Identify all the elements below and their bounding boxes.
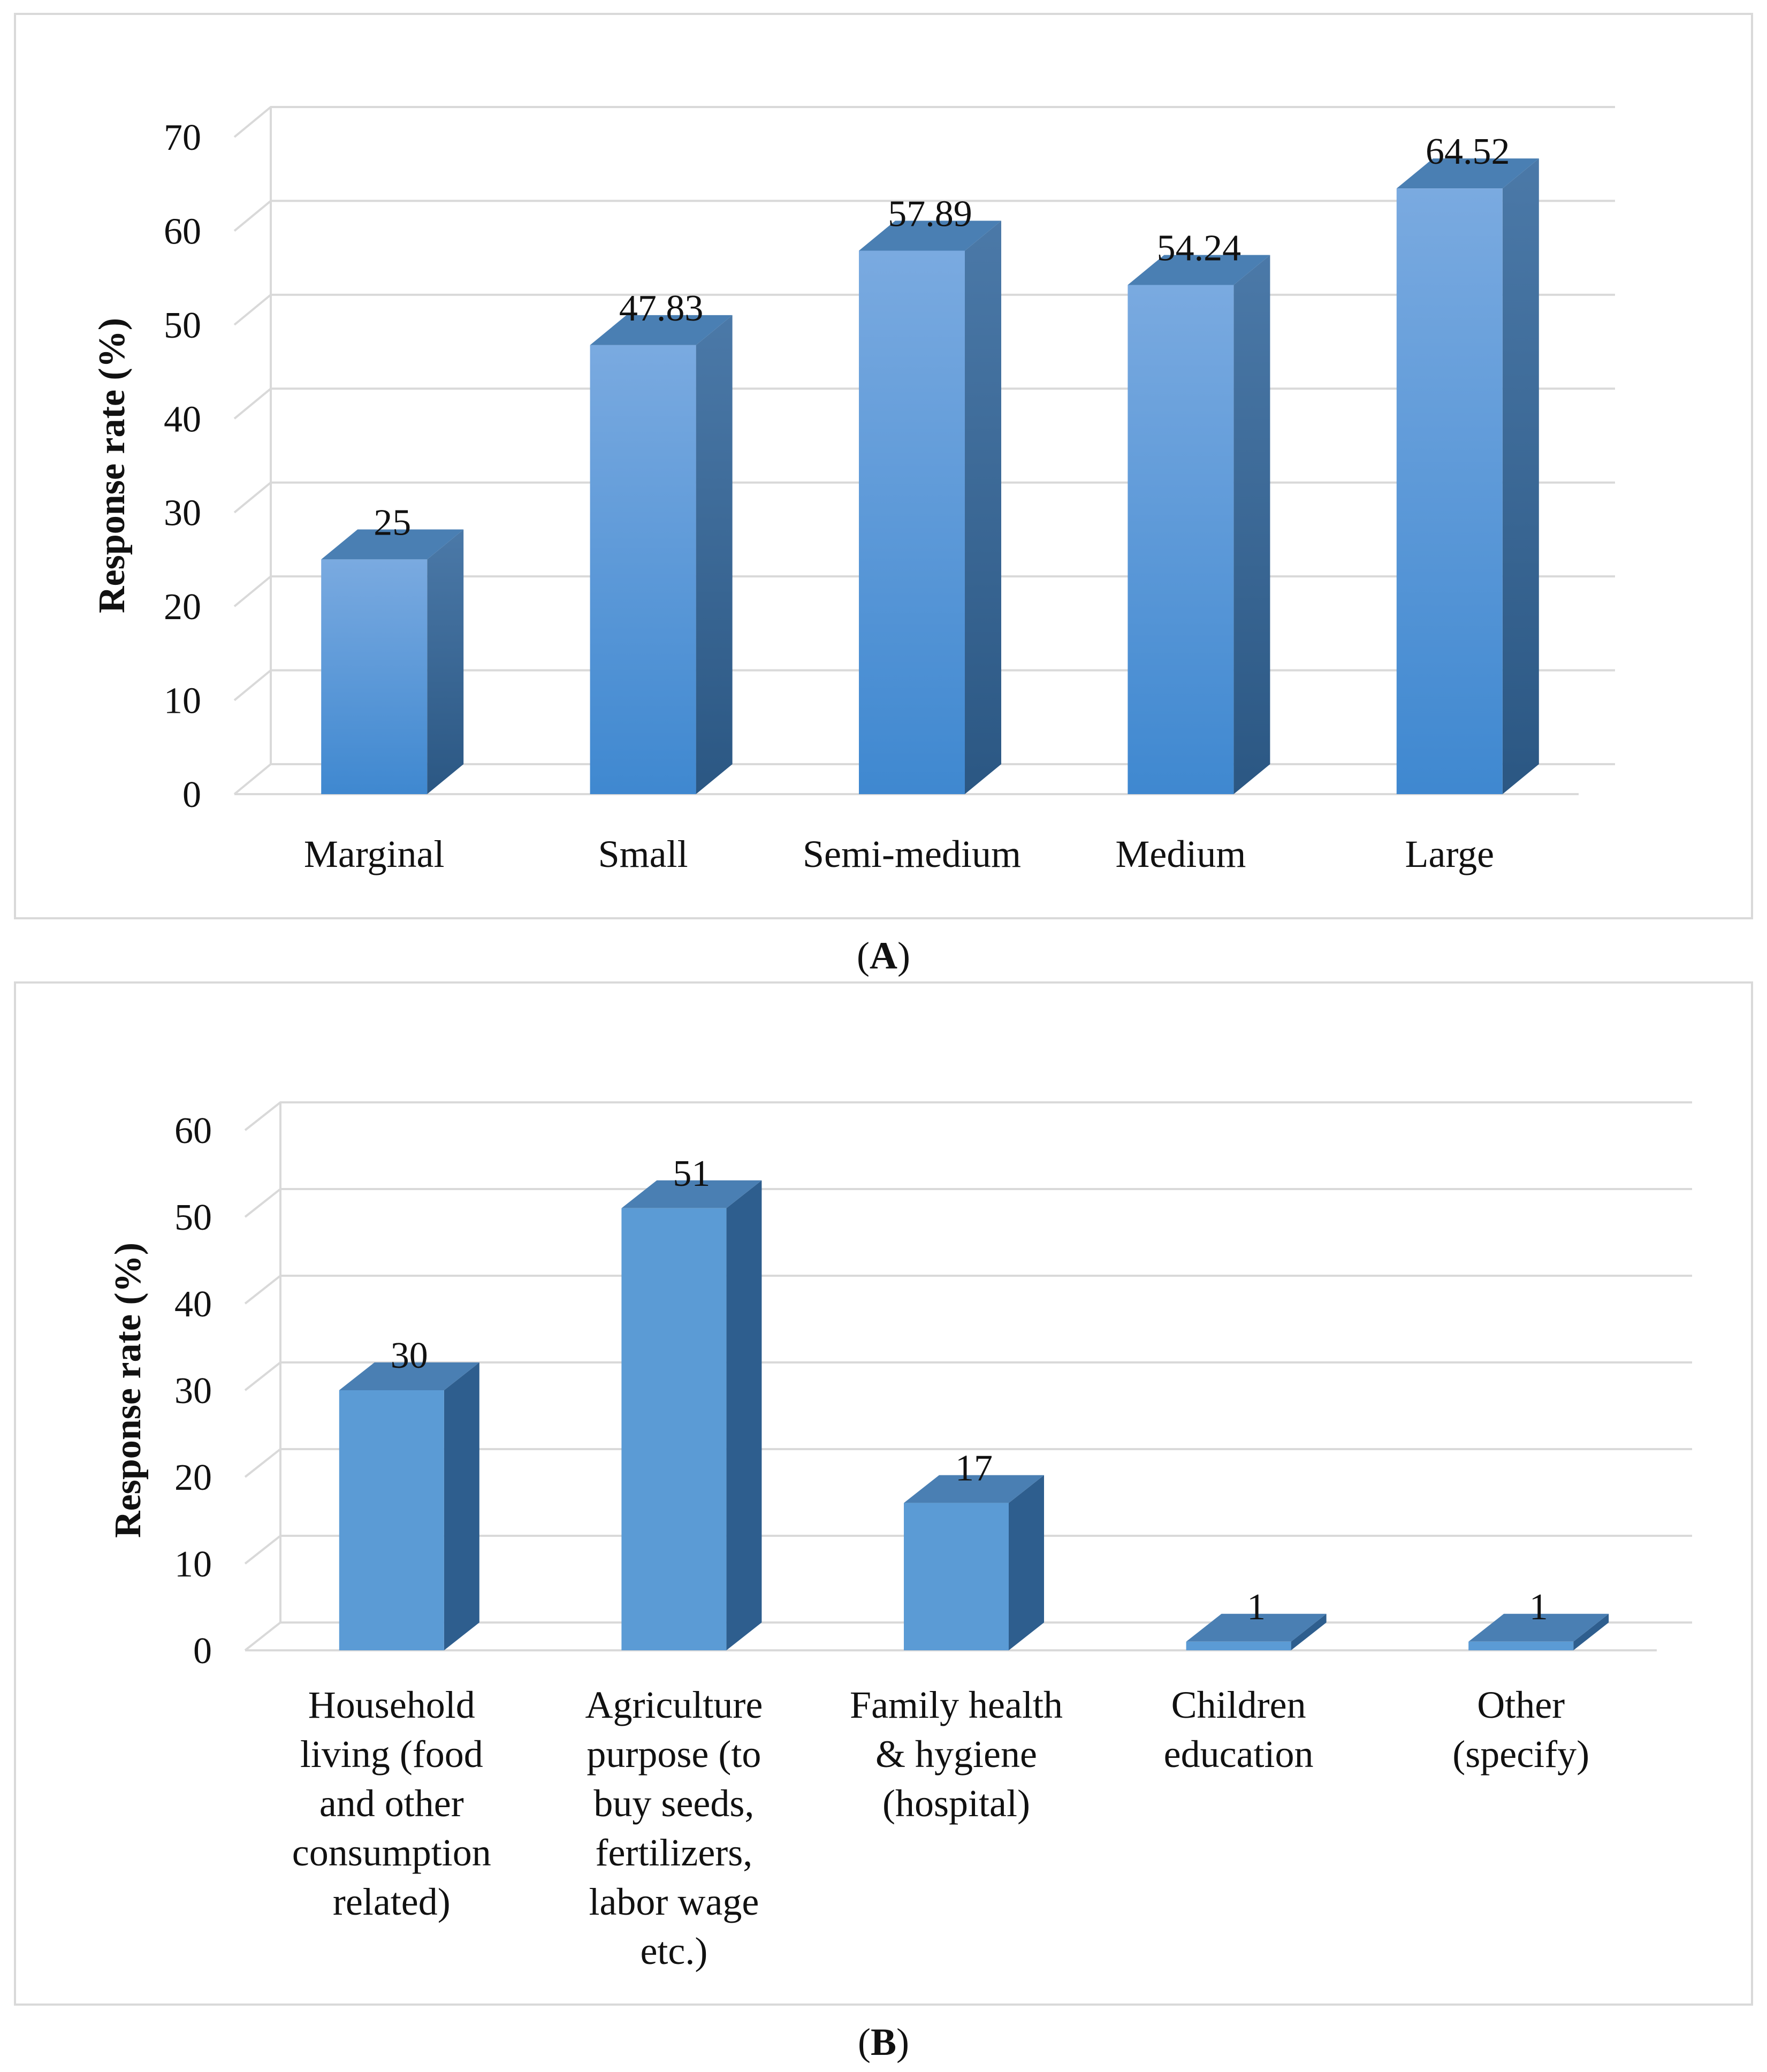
panel-a-chart: 0 10 20 30 40 50 60 70 Response rate (%) 25 Margin…	[92, 106, 1615, 875]
panel-a-category-label: Medium	[1115, 833, 1246, 875]
panel-a-y-tick-label: 0	[182, 774, 201, 816]
panel-b-bar-top	[904, 1475, 1044, 1503]
panel-b-category-label: Children education	[1164, 1684, 1314, 1776]
panel-a-y-axis-label: Response rate (%)	[92, 318, 133, 613]
panel-a-category-label: Small	[598, 833, 688, 875]
panel-b-bar-side	[1291, 1613, 1327, 1650]
panel-a-caption-letter: A	[870, 934, 897, 977]
panel-b-bar-side	[444, 1362, 479, 1650]
panel-b-bar-2	[621, 1208, 727, 1650]
panel-a-bar-top	[590, 315, 733, 345]
panel-a-bar-top	[321, 529, 464, 560]
panel-b-data-label: 51	[673, 1153, 710, 1194]
panel-b-y-axis-label: Response rate (%)	[108, 1243, 149, 1538]
panel-a-bar-4	[1128, 285, 1234, 794]
panel-b-gridline	[244, 1101, 1692, 1131]
panel-b-bar-side	[726, 1180, 762, 1650]
panel-b-bar-1	[339, 1390, 444, 1650]
panel-b-y-tick-label: 10	[174, 1544, 212, 1585]
panel-b-bar-3	[904, 1503, 1009, 1650]
panel-b-caption: (B)	[858, 2021, 909, 2063]
panel-b-y-tick-label: 30	[174, 1370, 212, 1412]
panel-a-bar-1	[321, 559, 428, 794]
panel-b-caption-letter: B	[871, 2021, 896, 2063]
panel-b-data-label: 1	[1247, 1587, 1266, 1628]
panel-b-y-tick-label: 20	[174, 1457, 212, 1498]
panel-a-y-tick-label: 70	[164, 117, 201, 158]
panel-b-y-tick-label: 60	[174, 1110, 212, 1152]
panel-a-bar-2	[590, 345, 696, 794]
panel-b-bar-top	[339, 1362, 479, 1390]
panel-a-category-label: Marginal	[304, 833, 445, 875]
panel-a-category-label: Semi-medium	[803, 833, 1021, 875]
panel-b-gridline	[244, 1188, 1692, 1218]
panel-b-bar-4	[1186, 1641, 1291, 1650]
panel-a-y-tick-label: 10	[164, 681, 201, 722]
panel-b-gridline	[244, 1275, 1692, 1305]
panel-a-bar-top	[1128, 255, 1270, 285]
panel-a-bar-side	[696, 315, 733, 794]
panel-b-category-label: Household living (food and other consumptio…	[292, 1684, 491, 1923]
panel-b-bar-side	[1009, 1475, 1044, 1650]
panel-a-caption: (A)	[857, 934, 910, 977]
panel-a-bar-5	[1396, 188, 1503, 794]
panel-b-y-tick-label: 0	[193, 1631, 212, 1672]
panel-b-y-tick-label: 50	[174, 1197, 212, 1238]
panel-a-data-label: 25	[374, 502, 411, 543]
panel-a-y-tick-label: 50	[164, 305, 201, 346]
panel-b-bar-top	[1468, 1613, 1609, 1642]
panel-a-bar-side	[1233, 255, 1270, 794]
panel-a-bar-top	[1396, 158, 1539, 189]
panel-b-bar-side	[1573, 1613, 1609, 1650]
panel-b-frame	[14, 981, 1753, 2006]
panel-b-bar-top	[1186, 1613, 1327, 1642]
panel-a-y-tick-label: 20	[164, 586, 201, 628]
panel-a-bar-side	[1502, 158, 1539, 794]
panel-a-data-label: 47.83	[619, 288, 704, 329]
panel-b-category-label: Family health & hygiene (hospital)	[850, 1684, 1063, 1825]
panel-b-category-label: Other (specify)	[1452, 1684, 1589, 1776]
panel-a-data-label: 64.52	[1426, 131, 1510, 172]
panel-a-data-label: 57.89	[888, 193, 972, 234]
panel-b-data-label: 1	[1529, 1587, 1548, 1628]
panel-a-category-label: Large	[1405, 833, 1495, 875]
panel-b-data-label: 17	[955, 1448, 993, 1489]
panel-b-data-label: 30	[391, 1335, 428, 1376]
panel-b-y-tick-label: 40	[174, 1284, 212, 1325]
panel-a-bar-side	[427, 529, 464, 794]
panel-a-gridline	[233, 106, 1615, 138]
panel-a-y-tick-label: 30	[164, 493, 201, 534]
panel-a-bar-top	[859, 220, 1001, 251]
panel-a-y-tick-label: 40	[164, 399, 201, 440]
panel-a-frame	[14, 13, 1753, 919]
panel-b-chart: 0 10 20 30 40 50 60 Response rate (%) 30 Househol…	[108, 1101, 1692, 1972]
panel-a-bar-3	[859, 250, 965, 795]
panel-a-data-label: 54.24	[1157, 227, 1242, 269]
panel-b-bar-top	[621, 1180, 762, 1208]
panel-b-category-label: Agriculture purpose (to buy seeds, fertiliz…	[585, 1684, 763, 1972]
panel-a-bar-side	[965, 220, 1001, 795]
panel-a-y-tick-label: 60	[164, 211, 201, 252]
panel-b-bar-5	[1468, 1641, 1574, 1650]
